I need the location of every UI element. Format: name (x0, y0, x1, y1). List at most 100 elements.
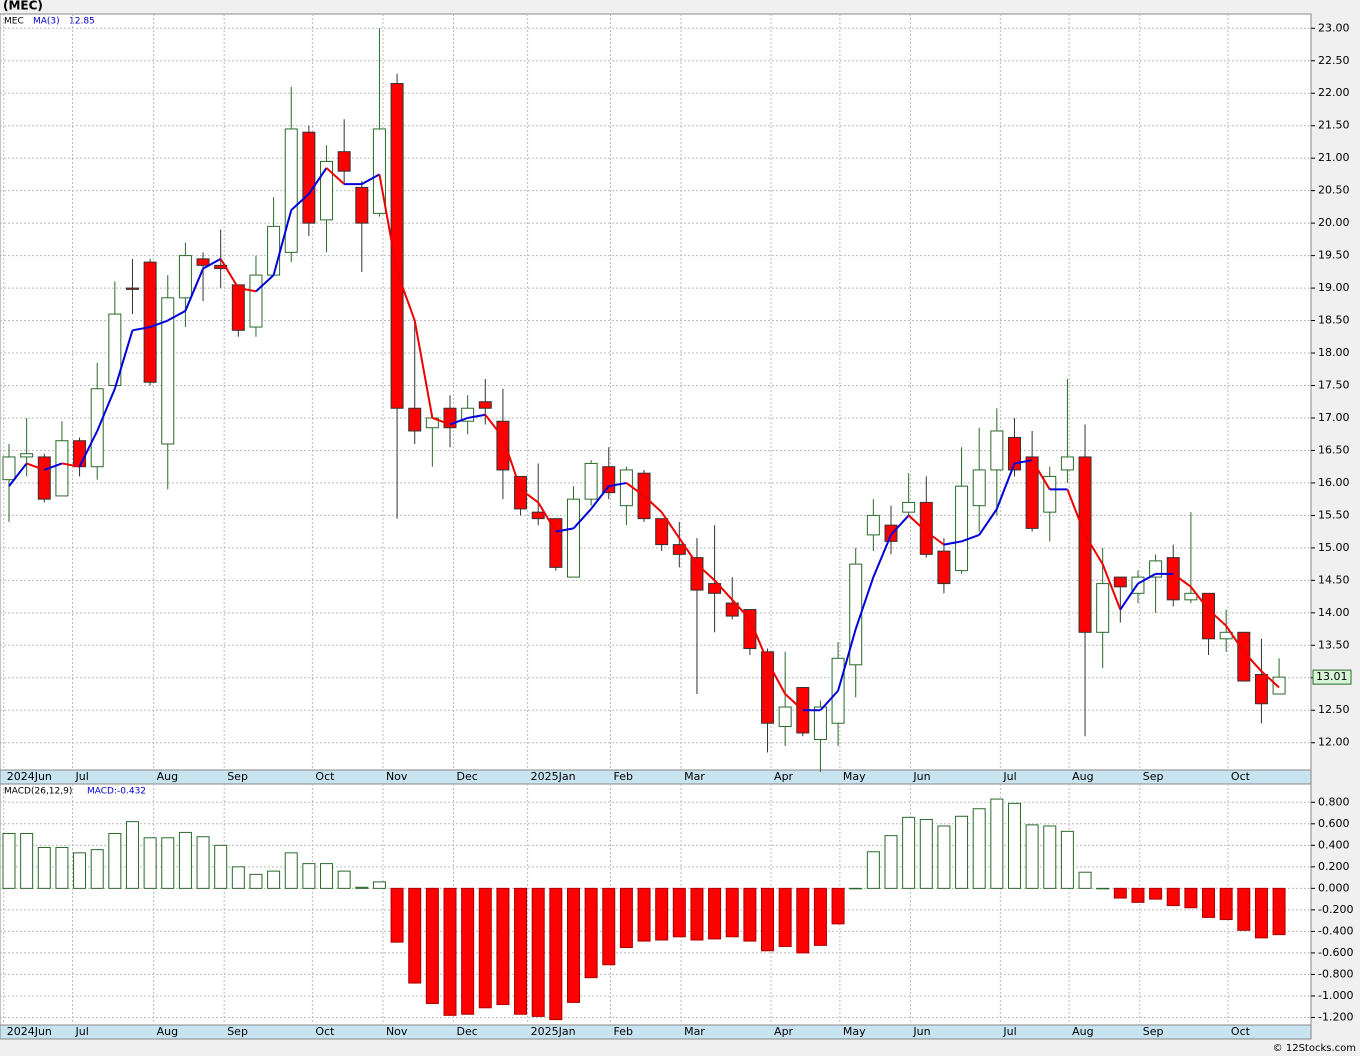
candle-body (955, 485, 969, 572)
ma-segment (943, 540, 962, 546)
ma-segment (961, 533, 980, 543)
macd-bar (90, 849, 104, 889)
ma-segment (890, 514, 910, 536)
y-tick-label: 16.00 (1318, 476, 1350, 489)
ma-segment (1243, 651, 1263, 672)
macd-bar (196, 836, 210, 889)
y-tick-label: 22.50 (1318, 54, 1350, 67)
ma-segment (678, 537, 698, 565)
ma-segment (238, 287, 257, 293)
date-band (0, 769, 1312, 785)
y-tick-label: 15.50 (1318, 508, 1350, 521)
macd-bar (566, 887, 580, 1003)
ma-segment (572, 508, 592, 530)
macd-bar (1078, 871, 1092, 889)
ma-segment (1190, 586, 1210, 611)
ma-segment (272, 209, 293, 276)
ma-segment (1119, 583, 1139, 611)
ma-segment (432, 417, 451, 426)
x-tick-label: Sep (227, 1025, 248, 1038)
ma-segment (784, 693, 804, 711)
y-tick-label: 21.50 (1318, 119, 1350, 132)
ma-segment (149, 319, 169, 328)
macd-bar (1096, 887, 1110, 890)
ma-segment (1066, 489, 1086, 536)
candle-body (337, 151, 351, 172)
ma-segment (184, 268, 204, 312)
candle-body (355, 186, 369, 224)
candle-body (302, 131, 316, 224)
chart-title: (MEC) (3, 0, 43, 13)
ma-segment (1225, 625, 1245, 653)
candle-body (813, 706, 827, 740)
x-tick-label: Apr (774, 770, 794, 783)
x-tick-label: Dec (457, 1025, 478, 1038)
y-tick-label: 23.00 (1318, 21, 1350, 34)
ma-segment (1172, 573, 1192, 588)
x-tick-label: Mar (684, 1025, 705, 1038)
candle-body (584, 462, 598, 500)
y-tick-label: 16.50 (1318, 443, 1350, 456)
macd-bar (108, 832, 122, 889)
macd-bar (761, 887, 775, 952)
ma-segment (26, 462, 45, 471)
macd-bar (884, 835, 898, 889)
candle-body (178, 255, 192, 299)
macd-bar (655, 887, 669, 941)
ma-segment (361, 173, 380, 186)
x-tick-label: Oct (315, 770, 335, 783)
y-tick-label: -0.600 (1318, 946, 1353, 959)
macd-bar (619, 887, 633, 949)
ma-segment (255, 274, 275, 293)
ma-segment (537, 501, 557, 533)
macd-label: MACD(26,12,9) (4, 787, 72, 797)
candle-body (1113, 576, 1127, 588)
candle-body (320, 160, 334, 221)
macd-bar (919, 819, 933, 889)
macd-bar (937, 825, 951, 889)
y-tick-label: -0.200 (1318, 903, 1353, 916)
macd-bar (866, 851, 880, 889)
candle-body (619, 469, 633, 507)
y-tick-label: -0.800 (1318, 967, 1353, 980)
ma-segment (643, 495, 663, 513)
price-panel (0, 13, 1312, 771)
y-tick-label: 12.50 (1318, 703, 1350, 716)
macd-bar (161, 837, 175, 889)
candle-body (20, 453, 34, 458)
candle-body (408, 407, 422, 432)
candle-body (267, 225, 281, 276)
candle-body (1096, 583, 1110, 633)
candle-body (1007, 436, 1021, 471)
ma-segment (1207, 608, 1227, 627)
candle-body (90, 388, 104, 468)
x-tick-label: Jul (1002, 770, 1016, 783)
x-tick-label: Jul (75, 1025, 89, 1038)
candle-body (655, 518, 669, 546)
y-tick-label: 17.50 (1318, 379, 1350, 392)
last-price: 13.01 (1316, 670, 1348, 683)
macd-bar (549, 887, 563, 1021)
x-tick-label: Apr (774, 1025, 794, 1038)
ma-segment (660, 511, 681, 539)
ma-segment (731, 599, 751, 620)
macd-bar (813, 887, 827, 946)
macd-bar (637, 887, 651, 942)
ma-segment (96, 388, 116, 432)
macd-bar (955, 815, 969, 889)
candle-body (902, 501, 916, 513)
y-tick-label: 19.00 (1318, 281, 1350, 294)
candle-body (919, 501, 933, 555)
ma-segment (43, 462, 63, 471)
candle-body (602, 466, 616, 494)
x-tick-label: Feb (614, 1025, 633, 1038)
macd-bar (725, 887, 739, 938)
x-tick-label: May (843, 1025, 866, 1038)
candle-body (284, 128, 298, 253)
ma-segment (8, 462, 28, 487)
ma-segment (925, 530, 945, 546)
date-band (0, 1024, 1312, 1040)
macd-bar (337, 870, 351, 889)
ma-segment (519, 488, 539, 504)
ma-segment (132, 326, 151, 332)
